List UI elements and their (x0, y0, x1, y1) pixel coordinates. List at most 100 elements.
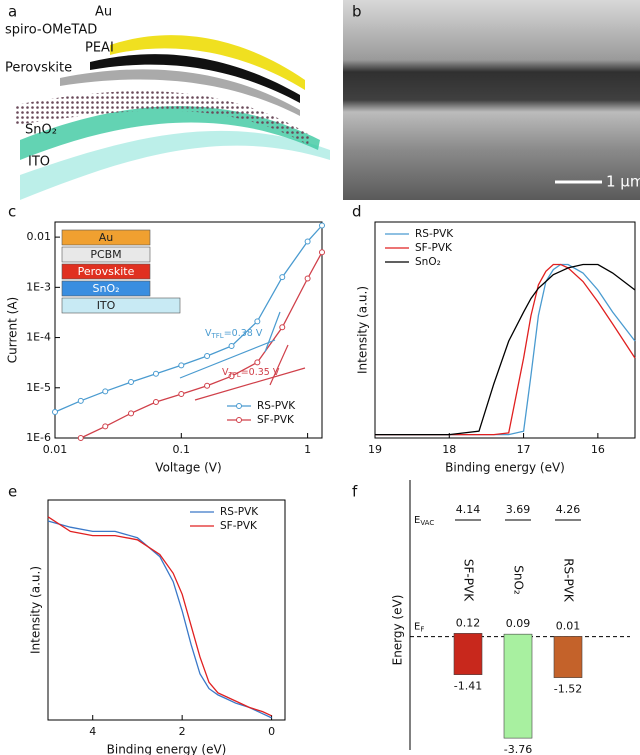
series-line (375, 263, 636, 436)
layer-label: Au (95, 5, 112, 20)
data-point (102, 423, 109, 430)
data-point (152, 370, 159, 377)
x-tick-label: 19 (368, 443, 382, 456)
data-point (204, 352, 211, 359)
legend-label: SF-PVK (220, 520, 258, 532)
data-point (319, 222, 325, 229)
annotation-rest: =0.35 V (241, 367, 280, 378)
y-tick-label: 1E-3 (26, 280, 51, 293)
inset-label: Au (99, 231, 114, 244)
annotation-main: V (222, 367, 229, 378)
layer-label: Perovskite (5, 61, 72, 76)
top-value: 0.12 (456, 616, 481, 629)
data-point (77, 397, 84, 404)
annotation-rest: =0.38 V (224, 328, 263, 339)
x-tick-label: 18 (442, 443, 456, 456)
x-tick-label: 17 (517, 443, 531, 456)
bottom-value: -1.41 (454, 680, 482, 693)
y-tick-label: 1E-5 (26, 381, 51, 394)
annotation-sub: TFL (211, 332, 224, 340)
vacuum-label: EVAC (414, 515, 434, 527)
top-value: 0.01 (556, 619, 581, 632)
x-tick-label: 2 (179, 725, 186, 738)
fit-line (264, 311, 281, 353)
annotation-sub: TFL (228, 371, 241, 379)
data-point (279, 324, 286, 331)
vacuum-label-main: E (414, 515, 420, 526)
data-point (152, 399, 159, 406)
annotation: VTFL=0.38 V (205, 328, 263, 341)
fit-line (269, 344, 289, 386)
evac-value: 4.14 (456, 503, 481, 516)
level-bar (553, 636, 583, 678)
inset-layer (61, 297, 181, 314)
plot-frame (47, 499, 286, 721)
x-tick-label: 0.01 (43, 443, 68, 456)
data-point (228, 342, 235, 349)
inset-label: Perovskite (78, 265, 135, 278)
layer-label: ITO (28, 155, 50, 170)
panel-label: b (352, 3, 362, 21)
evac-value: 3.69 (506, 503, 531, 516)
panel-label: a (8, 3, 17, 21)
fermi-label-sub: F (420, 626, 424, 634)
data-point (102, 388, 109, 395)
y-axis-title: Current (A) (6, 297, 20, 363)
top-value: 0.09 (506, 617, 531, 630)
layer-label: PEAI (85, 41, 114, 56)
x-axis-title: Binding energy (eV) (445, 461, 565, 475)
panel-label: c (8, 203, 16, 221)
x-tick-label: 1 (304, 443, 311, 456)
x-axis-title: Voltage (V) (155, 461, 221, 475)
bottom-value: -3.76 (504, 743, 532, 755)
data-point (178, 362, 185, 369)
legend-label: RS-PVK (257, 400, 296, 412)
plot-frame (374, 221, 636, 439)
inset-layer (61, 229, 151, 246)
fit-line (179, 339, 276, 379)
data-point (304, 275, 311, 282)
fermi-label: EF (414, 622, 424, 634)
series-line (375, 263, 636, 436)
panel-label: e (8, 483, 17, 501)
layer-label: SnO₂ (25, 123, 57, 138)
x-tick-label: 4 (89, 725, 96, 738)
level-bar (503, 633, 533, 739)
evac-value: 4.26 (556, 503, 581, 516)
vacuum-label-sub: VAC (420, 519, 434, 527)
inset-layer (61, 246, 151, 263)
x-tick-label: 0.1 (173, 443, 191, 456)
level-bar (453, 633, 483, 675)
x-tick-label: 0 (268, 725, 275, 738)
data-point (204, 382, 211, 389)
y-axis-title: Intensity (a.u.) (29, 566, 43, 654)
data-point (128, 379, 135, 386)
legend-label: RS-PVK (415, 228, 454, 240)
series-line (47, 516, 272, 717)
scale-bar-label: 1 μm (606, 173, 640, 191)
inset-layer (61, 280, 151, 297)
data-point (304, 238, 311, 245)
illustration (15, 35, 330, 200)
legend-label: SF-PVK (415, 242, 453, 254)
micrograph (343, 0, 640, 200)
layer-label: spiro-OMeTAD (5, 23, 97, 38)
data-point (279, 274, 286, 281)
y-tick-label: 1E-6 (26, 431, 51, 444)
y-axis-title: Energy (eV) (391, 595, 405, 666)
y-tick-label: 0.01 (27, 230, 52, 243)
annotation-main: V (205, 328, 212, 339)
inset-layer (61, 263, 151, 280)
panel-label: d (352, 203, 362, 221)
inset-label: ITO (97, 299, 116, 312)
data-point (52, 408, 58, 415)
x-tick-label: 16 (591, 443, 605, 456)
y-tick-label: 1E-4 (26, 331, 51, 344)
category-label: RS-PVK (562, 558, 576, 603)
category-label: SnO₂ (512, 565, 526, 595)
fermi-label-main: E (414, 622, 420, 633)
legend-label: RS-PVK (220, 506, 259, 518)
bottom-value: -1.52 (554, 683, 582, 696)
annotation: VTFL=0.35 V (222, 367, 280, 380)
